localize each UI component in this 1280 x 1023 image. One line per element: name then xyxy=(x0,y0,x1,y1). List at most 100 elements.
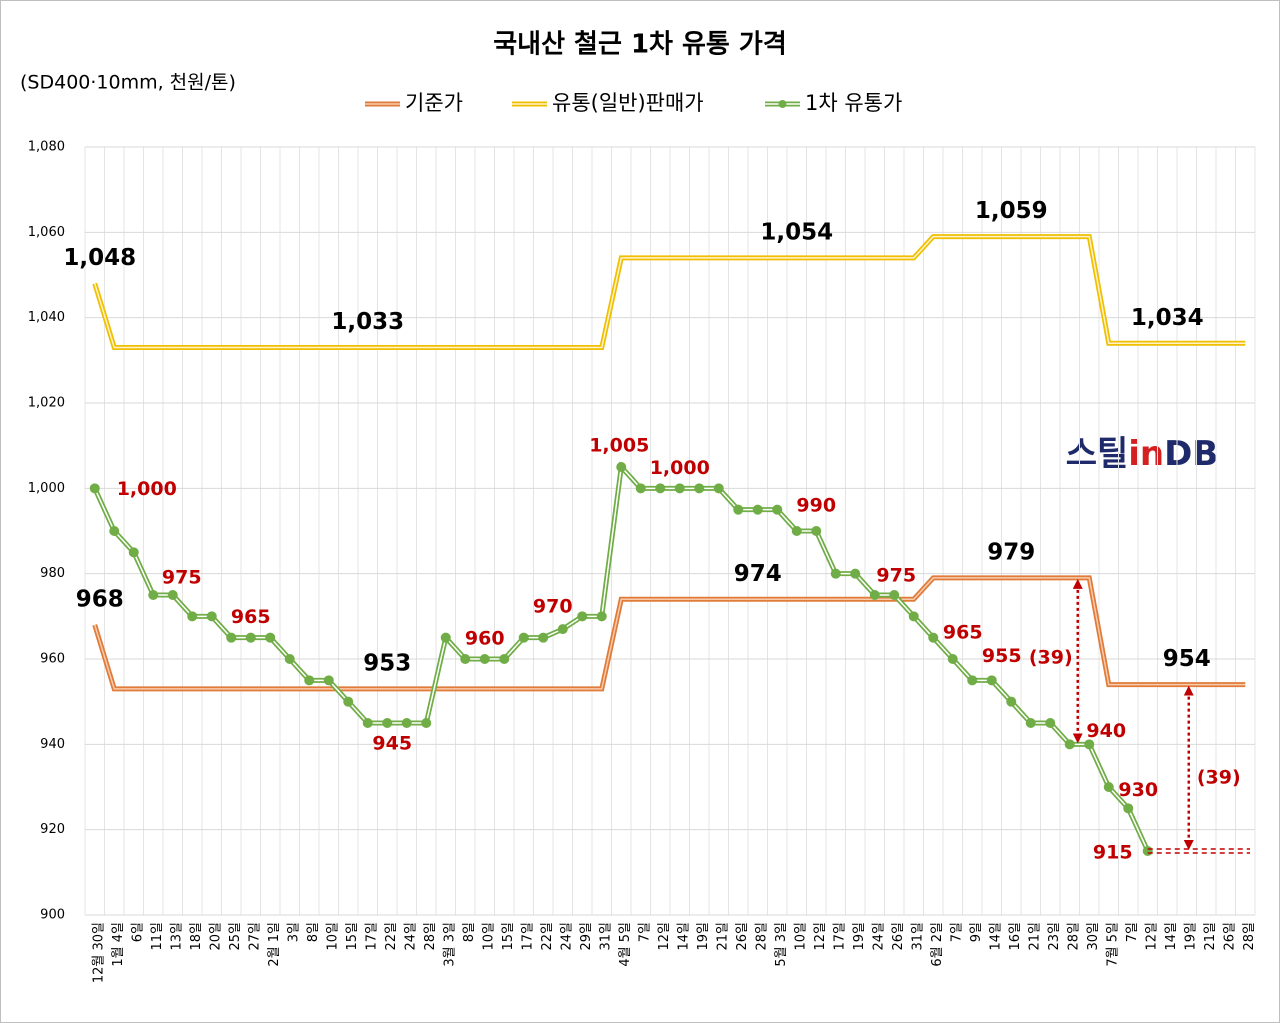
logo-part: DB xyxy=(1164,434,1218,474)
data-label: 953 xyxy=(363,650,411,676)
data-label: 1,005 xyxy=(589,435,649,457)
marker xyxy=(616,462,627,472)
x-tick-label: 12일 xyxy=(657,922,672,951)
marker xyxy=(947,654,958,664)
x-tick-label: 11일 xyxy=(150,922,165,951)
marker xyxy=(518,632,529,643)
marker xyxy=(733,504,744,515)
data-label: 954 xyxy=(1163,646,1211,672)
x-tick-label: 28일 xyxy=(423,922,438,951)
legend-marker xyxy=(778,100,787,108)
marker xyxy=(830,568,841,579)
marker xyxy=(908,611,919,622)
x-tick-label: 18일 xyxy=(189,922,204,951)
marker xyxy=(694,483,705,494)
x-tick-label: 5월 3일 xyxy=(774,922,789,967)
marker xyxy=(1006,696,1017,707)
marker xyxy=(1025,718,1036,728)
marker xyxy=(421,718,432,728)
data-label: 1,048 xyxy=(63,245,136,271)
y-tick-label: 900 xyxy=(40,908,65,923)
x-tick-label: 15일 xyxy=(345,922,360,951)
x-tick-label: 17일 xyxy=(520,922,535,951)
data-label: 945 xyxy=(372,733,412,755)
y-tick-label: 960 xyxy=(40,652,65,667)
chart-title: 국내산 철근 1차 유통 가격 xyxy=(493,30,787,60)
data-label: 1,034 xyxy=(1131,305,1204,331)
y-tick-label: 920 xyxy=(40,822,65,837)
data-label: 970 xyxy=(533,596,573,618)
marker xyxy=(343,696,354,707)
x-tick-label: 13일 xyxy=(169,922,184,951)
x-tick-label: 1월 4일 xyxy=(111,922,126,967)
data-label: 955 xyxy=(982,645,1022,667)
marker xyxy=(284,654,295,664)
y-tick-label: 940 xyxy=(40,737,65,752)
marker xyxy=(577,611,588,622)
x-tick-label: 14일 xyxy=(988,922,1003,951)
marker xyxy=(674,483,685,494)
data-label: 1,000 xyxy=(117,478,177,500)
marker xyxy=(869,590,880,600)
marker xyxy=(382,718,393,728)
marker xyxy=(655,483,666,494)
x-tick-label: 31일 xyxy=(910,922,925,951)
chart-subtitle: (SD400·10mm, 천원/톤) xyxy=(20,72,236,94)
marker xyxy=(713,483,724,494)
marker xyxy=(499,654,510,664)
marker xyxy=(752,504,763,515)
annotation: (39) xyxy=(1197,766,1241,788)
x-tick-label: 6일 xyxy=(130,922,145,942)
data-label: 968 xyxy=(76,586,124,612)
marker xyxy=(986,675,997,686)
data-label: 915 xyxy=(1093,842,1133,864)
marker xyxy=(187,611,198,622)
x-tick-label: 3일 xyxy=(286,922,301,942)
marker xyxy=(850,568,861,579)
y-tick-label: 1,060 xyxy=(28,225,65,240)
x-tick-label: 24일 xyxy=(871,922,886,951)
x-tick-label: 3월 3일 xyxy=(442,922,457,967)
marker xyxy=(557,624,568,635)
marker xyxy=(265,632,276,643)
data-label: 930 xyxy=(1118,779,1158,801)
x-tick-label: 7월 5일 xyxy=(1105,922,1120,967)
marker xyxy=(128,547,139,558)
marker xyxy=(245,632,256,643)
line-inner xyxy=(94,577,1246,690)
data-label: 1,000 xyxy=(650,457,710,479)
marker xyxy=(148,590,159,600)
data-label: 940 xyxy=(1086,720,1126,742)
logo-part: in xyxy=(1128,434,1164,474)
logo-part: 스틸 xyxy=(1066,434,1129,474)
x-tick-label: 8일 xyxy=(306,922,321,942)
marker xyxy=(1142,846,1153,856)
marker xyxy=(109,526,120,536)
x-tick-label: 20일 xyxy=(208,922,223,951)
marker xyxy=(928,632,939,643)
x-tick-label: 9일 xyxy=(969,922,984,942)
marker xyxy=(811,526,822,536)
x-tick-label: 7일 xyxy=(637,922,652,942)
x-tick-label: 16일 xyxy=(1008,922,1023,951)
marker xyxy=(635,483,646,494)
marker xyxy=(1084,739,1095,750)
marker xyxy=(460,654,471,664)
marker xyxy=(362,718,373,728)
line-inner xyxy=(94,235,1246,349)
x-tick-label: 28일 xyxy=(754,922,769,951)
marker xyxy=(304,675,315,686)
marker xyxy=(89,483,100,494)
legend-label: 기준가 xyxy=(405,91,463,115)
legend-label: 유통(일반)판매가 xyxy=(552,91,704,115)
marker xyxy=(167,590,178,600)
data-label: 965 xyxy=(943,622,983,644)
x-tick-label: 27일 xyxy=(247,922,262,951)
marker xyxy=(206,611,217,622)
x-tick-label: 7일 xyxy=(949,922,964,942)
marker xyxy=(889,590,900,600)
y-tick-label: 980 xyxy=(40,566,65,581)
x-tick-label: 12일 xyxy=(813,922,828,951)
data-label: 975 xyxy=(876,565,916,587)
x-tick-label: 26일 xyxy=(891,922,906,951)
